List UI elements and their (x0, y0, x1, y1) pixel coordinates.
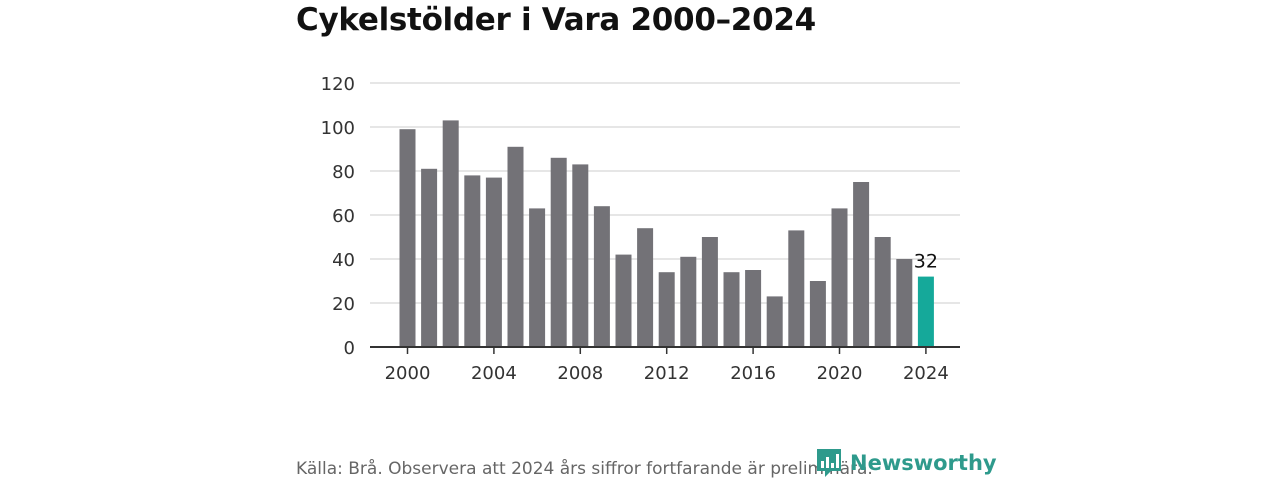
x-tick-label: 2020 (817, 363, 863, 384)
x-tick-label: 2004 (471, 363, 517, 384)
bar (874, 237, 891, 347)
x-tick-label: 2008 (557, 363, 603, 384)
data-label: 32 (914, 251, 938, 273)
bar (507, 146, 524, 347)
bar (658, 272, 675, 347)
source-note: Källa: Brå. Observera att 2024 års siffr… (296, 459, 873, 479)
newsworthy-icon (817, 449, 841, 477)
bar (529, 208, 546, 347)
bar (485, 177, 502, 347)
brand-logo: Newsworthy (815, 447, 997, 479)
bar (399, 129, 416, 347)
y-tick-label: 60 (332, 206, 355, 227)
y-tick-label: 0 (344, 338, 355, 359)
x-tick-label: 2012 (644, 363, 690, 384)
bar (637, 228, 654, 347)
bar (809, 281, 826, 347)
y-tick-label: 100 (321, 118, 355, 139)
y-tick-label: 20 (332, 294, 355, 315)
bar (723, 272, 740, 347)
bar (421, 168, 438, 347)
bar (593, 206, 610, 347)
bar (464, 175, 481, 347)
y-tick-label: 120 (321, 74, 355, 95)
bar (766, 296, 783, 347)
bar (831, 208, 848, 347)
x-tick-label: 2024 (903, 363, 949, 384)
bar (788, 230, 805, 347)
bar (550, 157, 567, 347)
bar (701, 237, 718, 347)
highlight-bar (917, 276, 934, 347)
bar (572, 164, 589, 347)
y-tick-label: 80 (332, 162, 355, 183)
y-tick-label: 40 (332, 250, 355, 271)
bar (680, 256, 697, 347)
bar (442, 120, 459, 348)
x-tick-label: 2000 (385, 363, 431, 384)
bar (896, 259, 913, 347)
bar (745, 270, 762, 347)
x-tick-label: 2016 (730, 363, 776, 384)
bar (853, 182, 870, 347)
brand-name: Newsworthy (850, 451, 997, 475)
chart-title: Cykelstölder i Vara 2000–2024 (296, 2, 816, 38)
bar (615, 254, 632, 347)
